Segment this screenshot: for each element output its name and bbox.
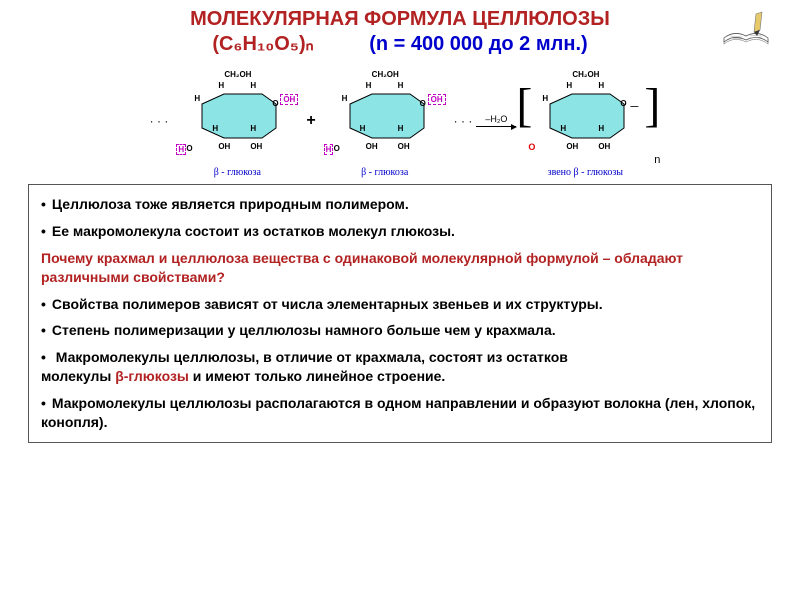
oh-highlight: OH: [280, 94, 298, 105]
bullet-item: Макромолекулы целлюлозы, в отличие от кр…: [41, 348, 759, 386]
h-highlight: H: [176, 144, 186, 155]
glucose-ring-2: CH₂OH O H H H H H OH OH OH H O β - глюко…: [320, 66, 450, 176]
question-text: Почему крахмал и целлюлоза вещества с од…: [41, 249, 759, 287]
ellipsis-left: · · ·: [150, 114, 169, 128]
bracket-right: ]: [644, 78, 660, 133]
bullet-item: Макромолекулы целлюлозы располагаются в …: [41, 394, 759, 432]
ring-caption: β - глюкоза: [172, 167, 302, 178]
reaction-diagram: · · · CH₂OH O H H H H H OH OH OH H O β -…: [0, 62, 800, 180]
bullet-item: Свойства полимеров зависят от числа элем…: [41, 295, 759, 314]
molecular-formula: (C₆H₁₀O₅)ₙ: [212, 33, 313, 55]
polymer-subscript: n: [654, 154, 660, 166]
bullet-item: Целлюлоза тоже является природным полиме…: [41, 195, 759, 214]
content-box: Целлюлоза тоже является природным полиме…: [28, 184, 772, 443]
bullet-item: Степень полимеризации у целлюлозы намног…: [41, 321, 759, 340]
reaction-arrow: –H₂O: [476, 116, 516, 127]
bullet-item: Ее макромолекула состоит из остатков мол…: [41, 222, 759, 241]
hexagon-icon: [342, 90, 432, 152]
glucose-ring-product: [ CH₂OH O H H H H H OH OH O — ] n звено …: [520, 66, 650, 176]
hexagon-icon: [194, 90, 284, 152]
n-range: (n = 400 000 до 2 млн.): [369, 33, 587, 55]
bracket-left: [: [516, 78, 532, 133]
glucose-ring-1: CH₂OH O H H H H H OH OH OH H O β - глюко…: [172, 66, 302, 176]
h-highlight: H: [324, 144, 334, 155]
book-icon: [720, 10, 772, 55]
subtitle: (C₆H₁₀O₅)ₙ (n = 400 000 до 2 млн.): [0, 31, 800, 56]
ring-caption: β - глюкоза: [320, 167, 450, 178]
hexagon-icon: [542, 90, 632, 152]
ellipsis-mid: · · ·: [454, 114, 473, 128]
oxygen-bridge: O: [528, 142, 535, 152]
ring-caption: звено β - глюкозы: [520, 167, 650, 178]
plus-sign: +: [306, 112, 315, 130]
page-title: МОЛЕКУЛЯРНАЯ ФОРМУЛА ЦЕЛЛЮЛОЗЫ: [0, 0, 800, 31]
oh-highlight: OH: [428, 94, 446, 105]
